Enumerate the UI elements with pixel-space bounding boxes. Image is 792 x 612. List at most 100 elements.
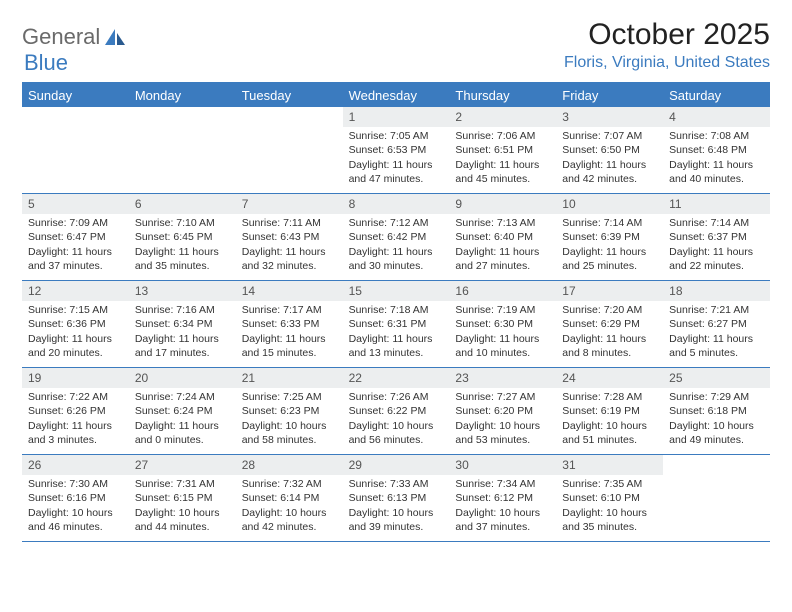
day-body: Sunrise: 7:26 AMSunset: 6:22 PMDaylight:… <box>343 388 450 451</box>
sunrise-line: Sunrise: 7:18 AM <box>349 303 444 317</box>
day-number: 14 <box>236 281 343 301</box>
day-number: 4 <box>663 107 770 127</box>
day-body: Sunrise: 7:13 AMSunset: 6:40 PMDaylight:… <box>449 214 556 277</box>
day-cell: 14Sunrise: 7:17 AMSunset: 6:33 PMDayligh… <box>236 281 343 367</box>
day-cell: 31Sunrise: 7:35 AMSunset: 6:10 PMDayligh… <box>556 455 663 541</box>
sunset-line: Sunset: 6:15 PM <box>135 491 230 505</box>
sunset-line: Sunset: 6:34 PM <box>135 317 230 331</box>
day-number: 21 <box>236 368 343 388</box>
sunrise-line: Sunrise: 7:29 AM <box>669 390 764 404</box>
day-body: Sunrise: 7:14 AMSunset: 6:37 PMDaylight:… <box>663 214 770 277</box>
daylight-line: Daylight: 11 hours and 3 minutes. <box>28 419 123 447</box>
day-cell: 19Sunrise: 7:22 AMSunset: 6:26 PMDayligh… <box>22 368 129 454</box>
day-number: 18 <box>663 281 770 301</box>
sunrise-line: Sunrise: 7:22 AM <box>28 390 123 404</box>
day-cell: 21Sunrise: 7:25 AMSunset: 6:23 PMDayligh… <box>236 368 343 454</box>
sunrise-line: Sunrise: 7:16 AM <box>135 303 230 317</box>
day-header: Friday <box>556 84 663 107</box>
daylight-line: Daylight: 10 hours and 35 minutes. <box>562 506 657 534</box>
sunset-line: Sunset: 6:50 PM <box>562 143 657 157</box>
day-cell: 12Sunrise: 7:15 AMSunset: 6:36 PMDayligh… <box>22 281 129 367</box>
day-number: 3 <box>556 107 663 127</box>
day-body: Sunrise: 7:19 AMSunset: 6:30 PMDaylight:… <box>449 301 556 364</box>
sunrise-line: Sunrise: 7:34 AM <box>455 477 550 491</box>
day-cell: 18Sunrise: 7:21 AMSunset: 6:27 PMDayligh… <box>663 281 770 367</box>
day-body: Sunrise: 7:05 AMSunset: 6:53 PMDaylight:… <box>343 127 450 190</box>
day-body: Sunrise: 7:30 AMSunset: 6:16 PMDaylight:… <box>22 475 129 538</box>
day-number: 15 <box>343 281 450 301</box>
day-number: 16 <box>449 281 556 301</box>
day-cell: 28Sunrise: 7:32 AMSunset: 6:14 PMDayligh… <box>236 455 343 541</box>
day-body: Sunrise: 7:17 AMSunset: 6:33 PMDaylight:… <box>236 301 343 364</box>
sunset-line: Sunset: 6:10 PM <box>562 491 657 505</box>
day-body: Sunrise: 7:06 AMSunset: 6:51 PMDaylight:… <box>449 127 556 190</box>
daylight-line: Daylight: 11 hours and 13 minutes. <box>349 332 444 360</box>
sunset-line: Sunset: 6:27 PM <box>669 317 764 331</box>
sunset-line: Sunset: 6:42 PM <box>349 230 444 244</box>
day-body: Sunrise: 7:09 AMSunset: 6:47 PMDaylight:… <box>22 214 129 277</box>
day-body: Sunrise: 7:28 AMSunset: 6:19 PMDaylight:… <box>556 388 663 451</box>
day-number: 25 <box>663 368 770 388</box>
daylight-line: Daylight: 10 hours and 56 minutes. <box>349 419 444 447</box>
day-cell: 10Sunrise: 7:14 AMSunset: 6:39 PMDayligh… <box>556 194 663 280</box>
day-header: Monday <box>129 84 236 107</box>
sunrise-line: Sunrise: 7:13 AM <box>455 216 550 230</box>
sunrise-line: Sunrise: 7:28 AM <box>562 390 657 404</box>
sunrise-line: Sunrise: 7:12 AM <box>349 216 444 230</box>
day-body: Sunrise: 7:29 AMSunset: 6:18 PMDaylight:… <box>663 388 770 451</box>
logo-text-blue: Blue <box>24 50 68 75</box>
day-cell: 22Sunrise: 7:26 AMSunset: 6:22 PMDayligh… <box>343 368 450 454</box>
day-cell: 15Sunrise: 7:18 AMSunset: 6:31 PMDayligh… <box>343 281 450 367</box>
daylight-line: Daylight: 10 hours and 51 minutes. <box>562 419 657 447</box>
sunrise-line: Sunrise: 7:25 AM <box>242 390 337 404</box>
day-body: Sunrise: 7:08 AMSunset: 6:48 PMDaylight:… <box>663 127 770 190</box>
sunrise-line: Sunrise: 7:11 AM <box>242 216 337 230</box>
sunrise-line: Sunrise: 7:35 AM <box>562 477 657 491</box>
day-number: 2 <box>449 107 556 127</box>
week-row: 26Sunrise: 7:30 AMSunset: 6:16 PMDayligh… <box>22 455 770 542</box>
day-cell: 7Sunrise: 7:11 AMSunset: 6:43 PMDaylight… <box>236 194 343 280</box>
day-body: Sunrise: 7:21 AMSunset: 6:27 PMDaylight:… <box>663 301 770 364</box>
sunset-line: Sunset: 6:30 PM <box>455 317 550 331</box>
day-cell: 5Sunrise: 7:09 AMSunset: 6:47 PMDaylight… <box>22 194 129 280</box>
sunrise-line: Sunrise: 7:07 AM <box>562 129 657 143</box>
day-body: Sunrise: 7:14 AMSunset: 6:39 PMDaylight:… <box>556 214 663 277</box>
day-number: 17 <box>556 281 663 301</box>
day-body: Sunrise: 7:16 AMSunset: 6:34 PMDaylight:… <box>129 301 236 364</box>
day-number: 31 <box>556 455 663 475</box>
daylight-line: Daylight: 11 hours and 42 minutes. <box>562 158 657 186</box>
daylight-line: Daylight: 11 hours and 27 minutes. <box>455 245 550 273</box>
sunset-line: Sunset: 6:23 PM <box>242 404 337 418</box>
daylight-line: Daylight: 10 hours and 58 minutes. <box>242 419 337 447</box>
sunset-line: Sunset: 6:14 PM <box>242 491 337 505</box>
day-number: 29 <box>343 455 450 475</box>
day-body: Sunrise: 7:27 AMSunset: 6:20 PMDaylight:… <box>449 388 556 451</box>
day-body: Sunrise: 7:25 AMSunset: 6:23 PMDaylight:… <box>236 388 343 451</box>
day-cell: 4Sunrise: 7:08 AMSunset: 6:48 PMDaylight… <box>663 107 770 193</box>
day-number: 6 <box>129 194 236 214</box>
logo-sail-icon <box>104 28 126 46</box>
day-body: Sunrise: 7:34 AMSunset: 6:12 PMDaylight:… <box>449 475 556 538</box>
day-cell: 24Sunrise: 7:28 AMSunset: 6:19 PMDayligh… <box>556 368 663 454</box>
daylight-line: Daylight: 11 hours and 32 minutes. <box>242 245 337 273</box>
sunrise-line: Sunrise: 7:15 AM <box>28 303 123 317</box>
sunset-line: Sunset: 6:33 PM <box>242 317 337 331</box>
sunset-line: Sunset: 6:39 PM <box>562 230 657 244</box>
day-body: Sunrise: 7:35 AMSunset: 6:10 PMDaylight:… <box>556 475 663 538</box>
sunrise-line: Sunrise: 7:17 AM <box>242 303 337 317</box>
day-body: Sunrise: 7:20 AMSunset: 6:29 PMDaylight:… <box>556 301 663 364</box>
day-body: Sunrise: 7:10 AMSunset: 6:45 PMDaylight:… <box>129 214 236 277</box>
day-number: 11 <box>663 194 770 214</box>
day-body: Sunrise: 7:24 AMSunset: 6:24 PMDaylight:… <box>129 388 236 451</box>
day-number: 8 <box>343 194 450 214</box>
day-number: 20 <box>129 368 236 388</box>
day-cell: 17Sunrise: 7:20 AMSunset: 6:29 PMDayligh… <box>556 281 663 367</box>
day-number: 10 <box>556 194 663 214</box>
day-header: Saturday <box>663 84 770 107</box>
sunrise-line: Sunrise: 7:24 AM <box>135 390 230 404</box>
day-header: Sunday <box>22 84 129 107</box>
day-number: 22 <box>343 368 450 388</box>
day-cell: 23Sunrise: 7:27 AMSunset: 6:20 PMDayligh… <box>449 368 556 454</box>
daylight-line: Daylight: 10 hours and 39 minutes. <box>349 506 444 534</box>
logo-text-general: General <box>22 24 100 50</box>
